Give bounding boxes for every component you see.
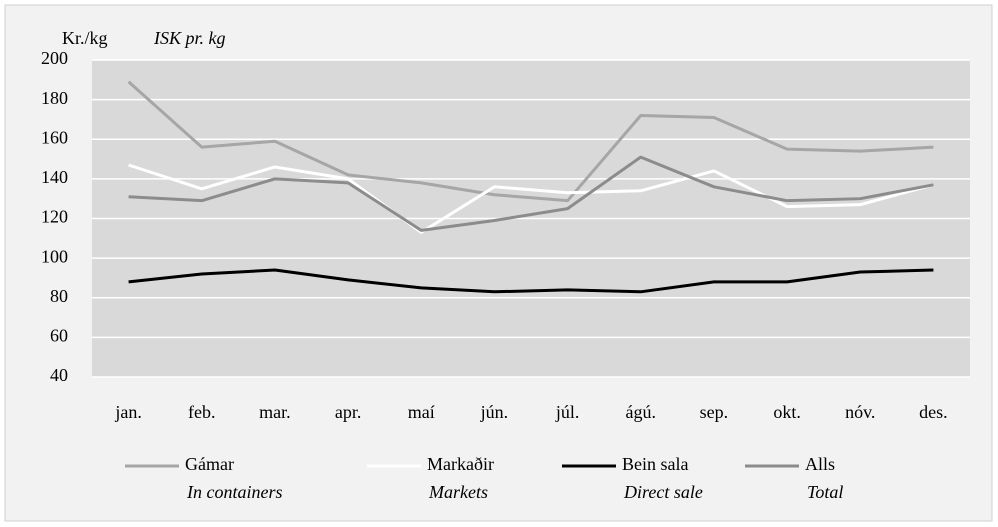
y-tick-label: 200 (41, 48, 68, 68)
y-tick-label: 60 (50, 326, 68, 346)
x-tick-label: jún. (480, 402, 509, 422)
y-tick-label: 120 (41, 207, 68, 227)
x-tick-label: júl. (555, 402, 580, 422)
x-tick-label: des. (919, 402, 948, 422)
legend-label: Gámar (185, 454, 234, 474)
y-tick-label: 160 (41, 127, 68, 147)
x-tick-label: okt. (773, 402, 801, 422)
x-tick-label: mar. (259, 402, 291, 422)
legend-label-en: Markets (428, 482, 488, 502)
legend-label: Alls (805, 454, 835, 474)
y-tick-label: 100 (41, 246, 68, 266)
y-tick-label: 80 (50, 286, 68, 306)
legend-label-en: Total (807, 482, 843, 502)
x-tick-label: apr. (335, 402, 362, 422)
legend-label-en: In containers (186, 482, 282, 502)
x-tick-label: sep. (700, 402, 729, 422)
legend-label: Bein sala (622, 454, 688, 474)
legend-label: Markaðir (427, 454, 494, 474)
x-tick-label: feb. (188, 402, 215, 422)
series-line (128, 268, 934, 294)
y-axis-label-en: ISK pr. kg (153, 28, 226, 48)
x-tick-label: maí (408, 402, 435, 422)
series-line (128, 163, 934, 234)
x-tick-label: jan. (114, 402, 142, 422)
legend-label-en: Direct sale (623, 482, 703, 502)
y-axis-label: Kr./kg (62, 28, 108, 48)
x-tick-label: nóv. (845, 402, 875, 422)
y-tick-label: 180 (41, 88, 68, 108)
y-tick-label: 40 (50, 365, 68, 385)
x-tick-label: ágú. (626, 402, 657, 422)
series-line (128, 155, 934, 232)
y-tick-label: 140 (41, 167, 68, 187)
series-line (127, 80, 934, 203)
